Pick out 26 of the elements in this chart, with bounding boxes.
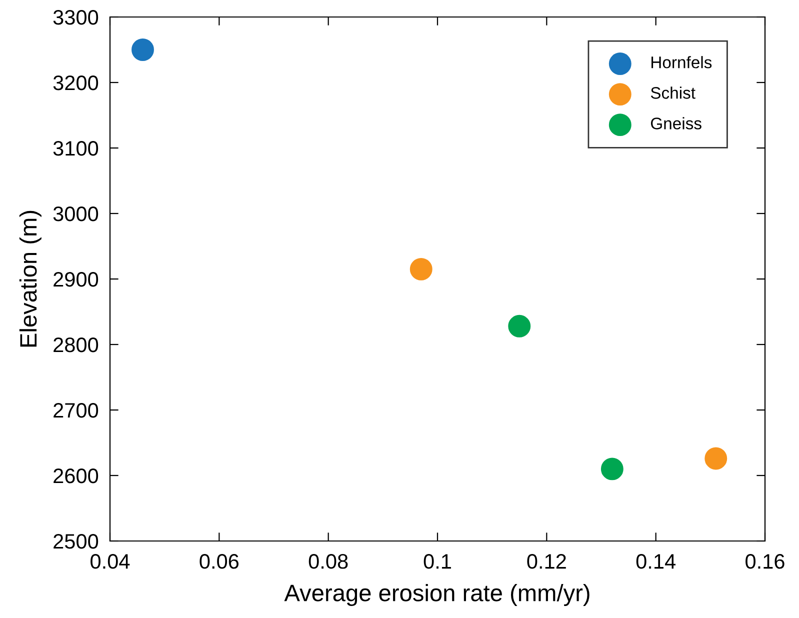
y-tick-label: 2500 [54,534,98,549]
y-tick-label: 3300 [53,10,98,25]
y-axis-title: Elevation (m) [19,210,42,347]
point [508,314,531,338]
x-tick-label: 0.14 [636,554,676,569]
y-tick-label: 2700 [54,403,98,418]
x-tick-label: 0.04 [90,554,130,569]
x-tick-label: 0.1 [424,554,451,569]
x-tick-label: 0.12 [527,554,566,569]
y-tick-label: 3000 [53,206,98,222]
x-axis-title: Average erosion rate (mm/yr) [284,584,590,606]
y-tick-label: 2900 [54,272,98,287]
y-tick-label: 3100 [53,141,98,156]
point [410,258,432,280]
y-tick-label: 2600 [54,468,98,484]
x-tick-label: 0.08 [308,554,348,569]
x-tick-label: 0.06 [200,554,239,569]
point [704,447,728,470]
y-tick-label: 3200 [53,76,98,90]
y-tick-label: 2800 [54,338,98,352]
legend-label: Hornfels [652,56,712,68]
point [132,38,154,61]
legend-label: Schist [650,86,696,99]
x-tick-label: 0.16 [746,554,784,569]
legend-label: Gneiss [650,117,702,130]
point [600,458,624,480]
